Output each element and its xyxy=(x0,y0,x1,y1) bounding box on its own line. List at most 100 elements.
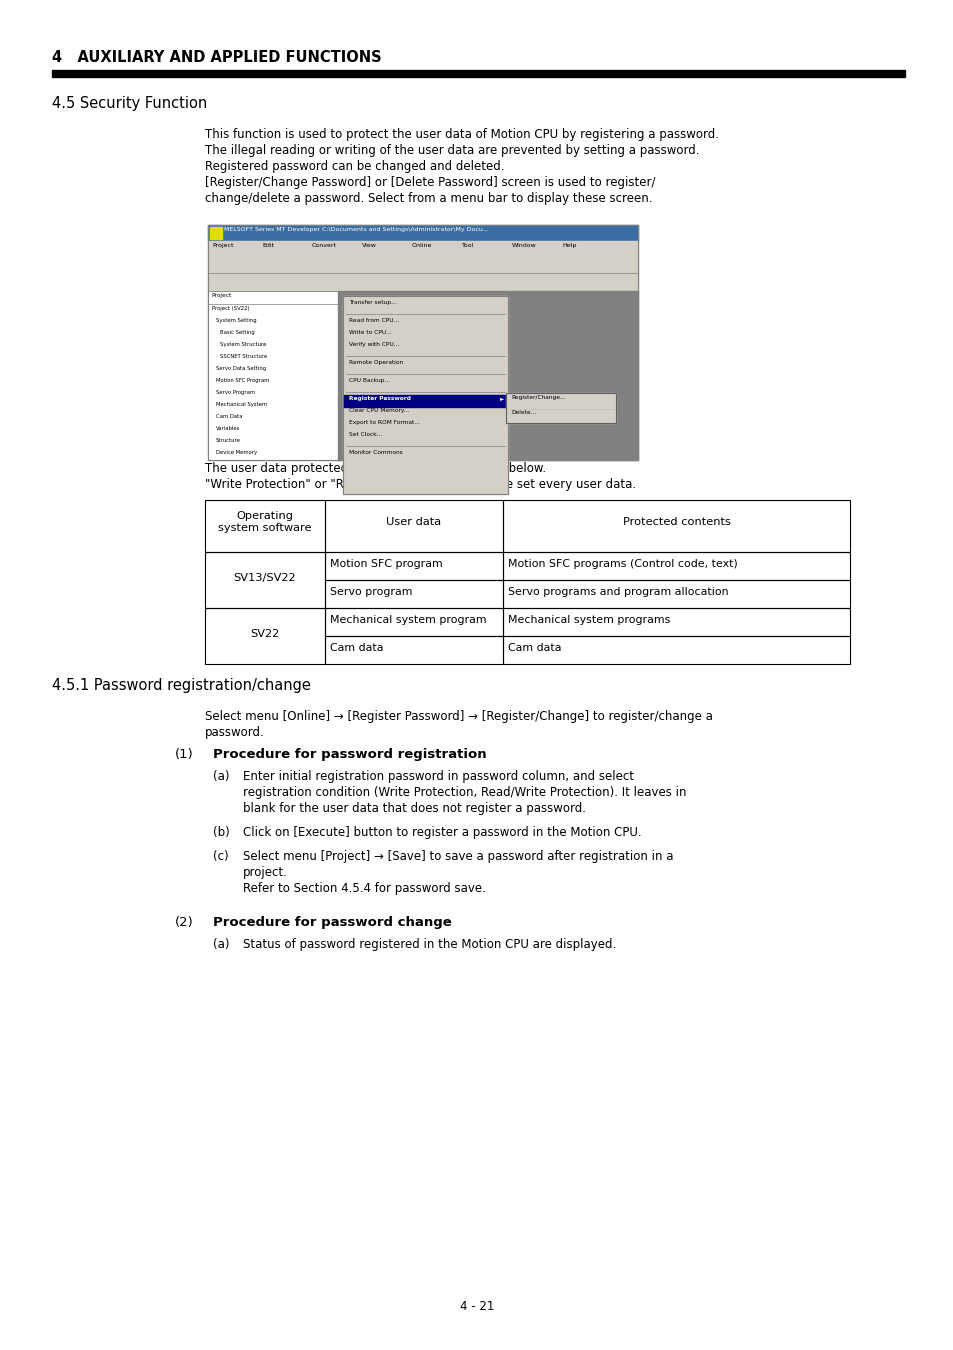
Text: This function is used to protect the user data of Motion CPU by registering a pa: This function is used to protect the use… xyxy=(205,128,719,140)
Bar xyxy=(325,608,502,636)
Bar xyxy=(343,296,507,494)
Text: Set Clock...: Set Clock... xyxy=(349,432,382,437)
Text: Cam data: Cam data xyxy=(330,643,383,653)
Bar xyxy=(208,273,638,292)
Bar xyxy=(208,255,638,273)
Text: Mechanical system programs: Mechanical system programs xyxy=(507,616,670,625)
Text: Enter initial registration password in password column, and select: Enter initial registration password in p… xyxy=(243,769,634,783)
Text: SSCNET Structure: SSCNET Structure xyxy=(220,354,267,359)
Text: Operating
system software: Operating system software xyxy=(218,512,312,533)
Text: 4.5.1 Password registration/change: 4.5.1 Password registration/change xyxy=(52,678,311,693)
Bar xyxy=(502,552,849,580)
Text: Read from CPU...: Read from CPU... xyxy=(349,319,398,323)
Text: Click on [Execute] button to register a password in the Motion CPU.: Click on [Execute] button to register a … xyxy=(243,826,641,838)
Text: "Write Protection" or "Read/Write Protection" can be set every user data.: "Write Protection" or "Read/Write Protec… xyxy=(205,478,636,491)
Bar xyxy=(205,552,325,608)
Bar xyxy=(344,396,506,406)
Text: Device Memory: Device Memory xyxy=(215,450,257,455)
Bar xyxy=(208,225,638,460)
Text: (1): (1) xyxy=(174,748,193,761)
Text: (b): (b) xyxy=(213,826,230,838)
Text: CPU Backup...: CPU Backup... xyxy=(349,378,390,383)
Text: Delete...: Delete... xyxy=(511,410,536,414)
Bar xyxy=(208,292,337,460)
Text: Verify with CPU...: Verify with CPU... xyxy=(349,342,399,347)
Text: Convert: Convert xyxy=(312,243,336,248)
Text: SV13/SV22: SV13/SV22 xyxy=(233,572,296,583)
Text: project.: project. xyxy=(243,865,288,879)
Text: Servo Program: Servo Program xyxy=(215,390,254,396)
Bar xyxy=(325,636,502,664)
Text: Remote Operation: Remote Operation xyxy=(349,360,403,365)
Bar xyxy=(208,225,638,460)
Text: Motion SFC Program: Motion SFC Program xyxy=(215,378,269,383)
Bar xyxy=(210,227,222,239)
Bar xyxy=(205,608,325,664)
Text: Project (SV22): Project (SV22) xyxy=(212,306,250,310)
Text: blank for the user data that does not register a password.: blank for the user data that does not re… xyxy=(243,802,585,815)
Text: (a): (a) xyxy=(213,938,230,950)
Text: Refer to Section 4.5.4 for password save.: Refer to Section 4.5.4 for password save… xyxy=(243,882,485,895)
Text: Mechanical system program: Mechanical system program xyxy=(330,616,486,625)
Text: ►: ► xyxy=(499,396,504,401)
Text: Cam data: Cam data xyxy=(507,643,561,653)
Text: Clear CPU Memory...: Clear CPU Memory... xyxy=(349,408,409,413)
Text: registration condition (Write Protection, Read/Write Protection). It leaves in: registration condition (Write Protection… xyxy=(243,786,686,799)
Text: The illegal reading or writing of the user data are prevented by setting a passw: The illegal reading or writing of the us… xyxy=(205,144,699,157)
Text: Cam Data: Cam Data xyxy=(215,414,242,418)
Text: Status of password registered in the Motion CPU are displayed.: Status of password registered in the Mot… xyxy=(243,938,616,950)
Text: Register Password: Register Password xyxy=(349,396,411,401)
Text: Edit: Edit xyxy=(262,243,274,248)
Text: Write to CPU...: Write to CPU... xyxy=(349,329,392,335)
Text: Variables: Variables xyxy=(215,427,240,431)
Text: Servo Data Setting: Servo Data Setting xyxy=(215,366,266,371)
Text: Select menu [Project] → [Save] to save a password after registration in a: Select menu [Project] → [Save] to save a… xyxy=(243,850,673,863)
Text: Project: Project xyxy=(212,243,233,248)
Text: password.: password. xyxy=(205,726,265,738)
Bar xyxy=(52,70,904,77)
Text: SV22: SV22 xyxy=(250,629,279,639)
Text: Procedure for password registration: Procedure for password registration xyxy=(213,748,486,761)
Text: 4.5 Security Function: 4.5 Security Function xyxy=(52,96,207,111)
Text: Registered password can be changed and deleted.: Registered password can be changed and d… xyxy=(205,161,504,173)
Text: Monitor Commons: Monitor Commons xyxy=(349,450,402,455)
Text: Servo program: Servo program xyxy=(330,587,412,597)
Text: Protected contents: Protected contents xyxy=(622,517,730,526)
Text: Motion SFC program: Motion SFC program xyxy=(330,559,442,568)
Bar xyxy=(205,500,325,552)
Text: Servo programs and program allocation: Servo programs and program allocation xyxy=(507,587,728,597)
Text: Mechanical System: Mechanical System xyxy=(215,402,267,406)
Bar xyxy=(343,296,507,494)
Text: Register/Change...: Register/Change... xyxy=(511,396,565,400)
Text: (2): (2) xyxy=(174,917,193,929)
Bar xyxy=(502,636,849,664)
Bar xyxy=(325,552,502,580)
Text: Procedure for password change: Procedure for password change xyxy=(213,917,452,929)
Bar xyxy=(502,500,849,552)
Text: Basic Setting: Basic Setting xyxy=(220,329,254,335)
Text: Window: Window xyxy=(512,243,537,248)
Bar xyxy=(208,242,638,255)
Text: Transfer setup...: Transfer setup... xyxy=(349,300,396,305)
Text: View: View xyxy=(361,243,376,248)
Bar xyxy=(208,292,638,460)
Bar xyxy=(337,292,638,460)
Text: System Structure: System Structure xyxy=(220,342,266,347)
Text: System Setting: System Setting xyxy=(215,319,256,323)
Bar xyxy=(325,500,502,552)
Text: (a): (a) xyxy=(213,769,230,783)
Text: [Register/Change Password] or [Delete Password] screen is used to register/: [Register/Change Password] or [Delete Pa… xyxy=(205,176,655,189)
Bar xyxy=(208,225,638,242)
Text: User data: User data xyxy=(386,517,441,526)
Text: MELSOFT Series MT Developer C:\Documents and Settings\Administrator\My Docu...: MELSOFT Series MT Developer C:\Documents… xyxy=(224,227,488,232)
Text: 4   AUXILIARY AND APPLIED FUNCTIONS: 4 AUXILIARY AND APPLIED FUNCTIONS xyxy=(52,50,381,65)
Bar xyxy=(502,608,849,636)
Text: The user data protected in this function are shown below.: The user data protected in this function… xyxy=(205,462,545,475)
Text: Online: Online xyxy=(412,243,432,248)
Text: (c): (c) xyxy=(213,850,229,863)
Text: Tool: Tool xyxy=(461,243,474,248)
Text: 4 - 21: 4 - 21 xyxy=(459,1300,494,1314)
Text: change/delete a password. Select from a menu bar to display these screen.: change/delete a password. Select from a … xyxy=(205,192,652,205)
Text: Structure: Structure xyxy=(215,437,240,443)
Text: Select menu [Online] → [Register Password] → [Register/Change] to register/chang: Select menu [Online] → [Register Passwor… xyxy=(205,710,712,724)
